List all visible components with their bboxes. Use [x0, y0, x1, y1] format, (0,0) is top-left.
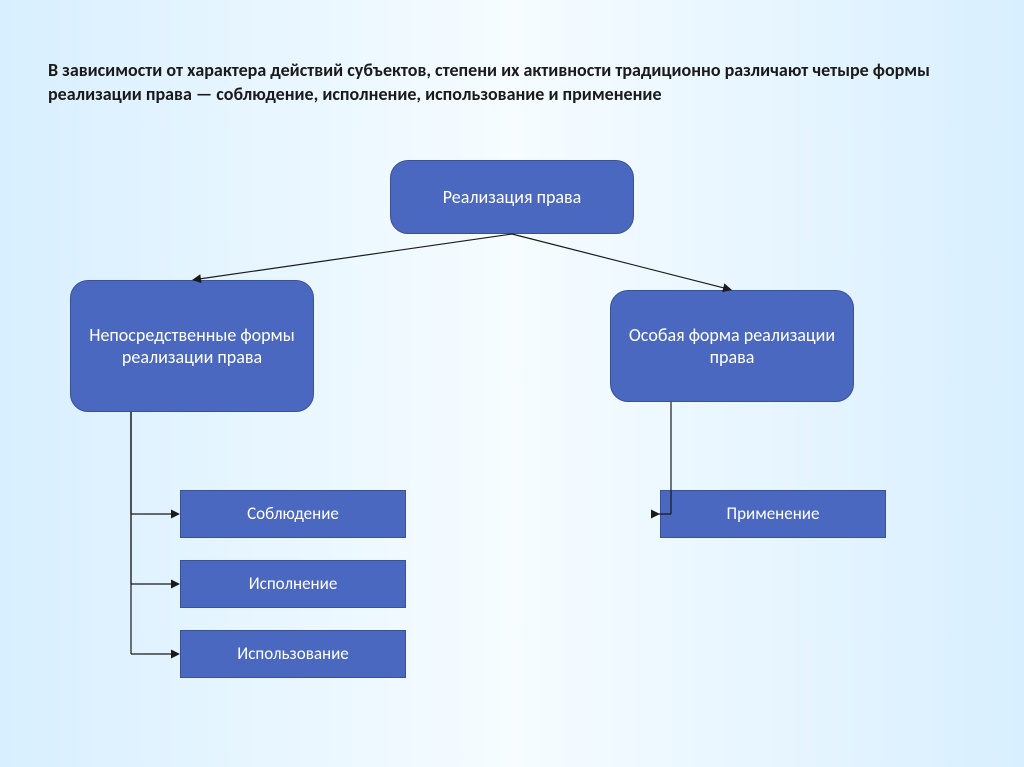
slide-heading: В зависимости от характера действий субъ… — [48, 58, 976, 107]
node-r1-label: Применение — [719, 499, 828, 528]
node-l3: Использование — [180, 630, 406, 678]
slide-canvas: В зависимости от характера действий субъ… — [0, 0, 1024, 767]
node-l3-label: Использование — [229, 639, 356, 668]
node-r1: Применение — [660, 490, 886, 538]
node-l1-label: Соблюдение — [239, 499, 347, 528]
node-root-label: Реализация права — [435, 182, 590, 213]
node-l1: Соблюдение — [180, 490, 406, 538]
node-root: Реализация права — [390, 160, 634, 234]
node-left: Непосредственные формы реализации права — [70, 280, 314, 412]
node-left-label: Непосредственные формы реализации права — [71, 320, 313, 373]
node-right: Особая форма реализации права — [610, 290, 854, 402]
node-right-label: Особая форма реализации права — [611, 320, 853, 373]
node-l2-label: Исполнение — [241, 569, 346, 598]
node-l2: Исполнение — [180, 560, 406, 608]
